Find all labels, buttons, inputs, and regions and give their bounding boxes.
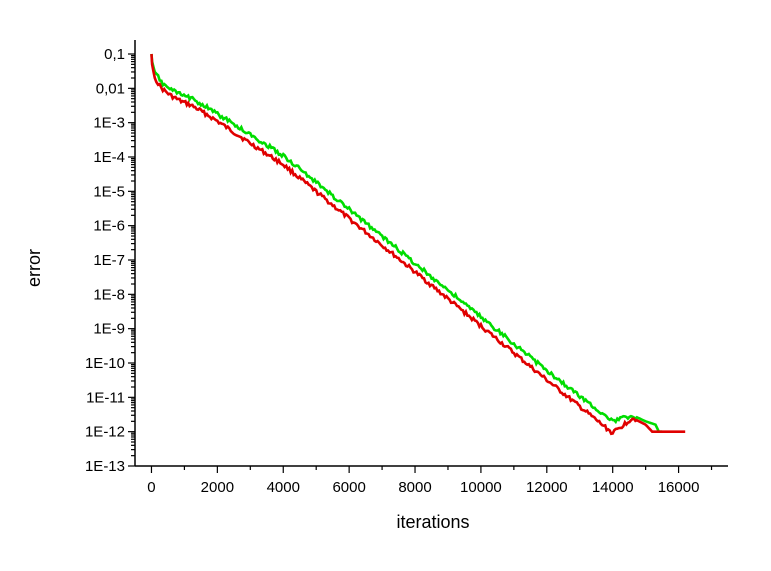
- x-tick-label: 2000: [201, 479, 234, 496]
- y-tick-label: 1E-5: [93, 183, 125, 200]
- y-axis-ticks: 0,1 0,01 1E-3 1E-4 1E-5 1E-6 1E-7 1E-8 1E-9 1E-10…: [85, 46, 135, 475]
- y-axis-title: error: [24, 249, 44, 287]
- y-tick-label: 1E-10: [85, 355, 125, 372]
- x-tick-label: 12000: [526, 479, 568, 496]
- x-tick-label: 6000: [332, 479, 365, 496]
- x-tick-label: 8000: [398, 479, 431, 496]
- series-line-green: [150, 53, 663, 433]
- y-tick-label: 0,1: [104, 46, 125, 63]
- x-tick-label: 10000: [460, 479, 502, 496]
- plot-series: [150, 53, 686, 436]
- x-tick-label: 4000: [267, 479, 300, 496]
- y-tick-label: 1E-13: [85, 458, 125, 475]
- y-tick-label: 1E-9: [93, 321, 125, 338]
- x-axis-ticks: 0 2000 4000 6000 8000 10000 12000 14000 16000: [147, 466, 713, 496]
- x-tick-label: 0: [147, 479, 155, 496]
- y-tick-label: 1E-7: [93, 252, 125, 269]
- y-tick-label: 1E-6: [93, 218, 125, 235]
- y-tick-label: 1E-8: [93, 286, 125, 303]
- y-tick-label: 1E-11: [86, 389, 125, 406]
- y-tick-label: 1E-4: [93, 149, 125, 166]
- y-tick-label: 1E-12: [85, 424, 125, 441]
- series-line-red: [150, 53, 686, 436]
- x-axis-title: iterations: [396, 512, 469, 532]
- y-tick-label: 0,01: [96, 80, 125, 97]
- x-tick-label: 14000: [592, 479, 634, 496]
- y-tick-label: 1E-3: [93, 115, 125, 132]
- x-tick-label: 16000: [658, 479, 700, 496]
